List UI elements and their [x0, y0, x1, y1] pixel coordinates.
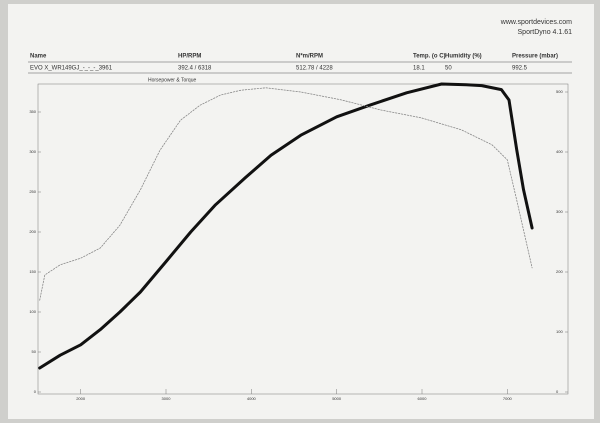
y2-tick-label: 500	[556, 89, 563, 94]
column-header: Name	[30, 54, 47, 60]
results-table	[28, 61, 572, 74]
y-tick-label: 200	[29, 229, 36, 234]
software: SportDyno 4.1.61	[518, 29, 573, 36]
y2-tick-label: 200	[556, 269, 563, 274]
y2-tick-label: 300	[556, 209, 563, 214]
table-cell: 18.1	[413, 66, 425, 72]
y2-tick-label: 400	[556, 149, 563, 154]
x-tick-label: 4000	[247, 396, 257, 401]
y-tick-label: 350	[29, 109, 36, 114]
y-tick-label: 150	[29, 269, 36, 274]
y-tick-label: 300	[29, 149, 36, 154]
x-tick-label: 2000	[76, 396, 86, 401]
table-cell: 50	[445, 66, 452, 72]
table-cell: 512.78 / 4228	[296, 66, 333, 72]
series-line	[38, 82, 534, 370]
table-cell: 392.4 / 6318	[178, 66, 212, 72]
y2-tick-label: 100	[556, 329, 563, 334]
table-cell: 992.5	[512, 66, 528, 72]
column-header: Pressure (mbar)	[512, 54, 558, 60]
column-header: HP/RPM	[178, 54, 201, 60]
site: www.sportdevices.com	[500, 19, 572, 26]
y2-tick-label: 0	[556, 389, 559, 394]
y-tick-label: 50	[32, 349, 37, 354]
x-tick-label: 7000	[503, 396, 513, 401]
series-line	[39, 87, 533, 301]
y-tick-label: 100	[29, 309, 36, 314]
y-tick-label: 250	[29, 189, 36, 194]
chart-title: Horsepower & Torque	[148, 77, 196, 83]
column-header: Humidity (%)	[445, 54, 482, 60]
x-tick-label: 3000	[162, 396, 172, 401]
table-cell: EVO X_WR149GJ_-_-_-_3961	[30, 66, 113, 72]
column-header: Temp. (o C)	[413, 54, 446, 60]
plot-frame	[37, 83, 569, 395]
x-tick-label: 5000	[332, 396, 342, 401]
x-tick-label: 6000	[418, 396, 428, 401]
column-header: N*m/RPM	[296, 54, 323, 60]
y-tick-label: 0	[34, 389, 37, 394]
